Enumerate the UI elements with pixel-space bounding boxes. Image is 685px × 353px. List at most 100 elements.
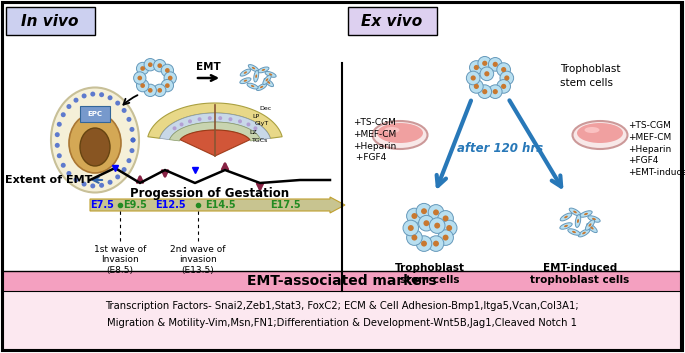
Circle shape xyxy=(61,112,66,117)
Polygon shape xyxy=(170,122,260,141)
Text: GlyT: GlyT xyxy=(255,121,269,126)
Ellipse shape xyxy=(240,78,251,84)
Ellipse shape xyxy=(248,65,259,72)
Circle shape xyxy=(66,104,71,109)
Circle shape xyxy=(179,122,184,126)
Circle shape xyxy=(122,167,127,172)
Circle shape xyxy=(57,153,62,158)
Circle shape xyxy=(99,92,104,97)
Circle shape xyxy=(219,116,222,120)
Circle shape xyxy=(443,235,449,240)
Circle shape xyxy=(164,72,176,84)
Ellipse shape xyxy=(560,223,572,229)
FancyBboxPatch shape xyxy=(348,7,437,35)
FancyArrow shape xyxy=(90,197,345,213)
Text: E7.5: E7.5 xyxy=(90,200,114,210)
Circle shape xyxy=(136,79,149,92)
Circle shape xyxy=(471,76,476,80)
Ellipse shape xyxy=(568,229,580,235)
Circle shape xyxy=(423,220,429,226)
Ellipse shape xyxy=(252,67,255,69)
Circle shape xyxy=(247,122,251,126)
Text: +TS-CGM
+MEF-CM
+Heparin
 +FGF4: +TS-CGM +MEF-CM +Heparin +FGF4 xyxy=(353,118,396,162)
Circle shape xyxy=(158,88,162,93)
Ellipse shape xyxy=(586,220,595,230)
Circle shape xyxy=(474,65,479,70)
Ellipse shape xyxy=(256,74,257,78)
Ellipse shape xyxy=(384,127,399,133)
Circle shape xyxy=(407,230,422,245)
Text: +TS-CGM
+MEF-CM
+Heparin
+FGF4
+EMT-inducer: +TS-CGM +MEF-CM +Heparin +FGF4 +EMT-indu… xyxy=(628,121,685,177)
Bar xyxy=(3,291,682,350)
Polygon shape xyxy=(160,113,271,140)
Circle shape xyxy=(144,59,156,71)
Ellipse shape xyxy=(572,231,576,233)
Text: 2nd wave of
invasion
(E13.5): 2nd wave of invasion (E13.5) xyxy=(171,245,226,275)
Circle shape xyxy=(497,79,510,93)
Circle shape xyxy=(208,116,212,120)
Circle shape xyxy=(438,230,453,245)
Circle shape xyxy=(131,138,136,143)
Circle shape xyxy=(173,126,177,130)
Circle shape xyxy=(129,127,134,132)
FancyBboxPatch shape xyxy=(80,106,110,122)
Ellipse shape xyxy=(51,88,139,192)
Ellipse shape xyxy=(588,216,600,222)
Circle shape xyxy=(408,225,414,231)
Ellipse shape xyxy=(80,128,110,166)
Text: EMT-associated markers: EMT-associated markers xyxy=(247,274,437,288)
Circle shape xyxy=(73,98,79,103)
Ellipse shape xyxy=(266,78,269,81)
Circle shape xyxy=(428,236,444,251)
Circle shape xyxy=(493,62,498,67)
Text: EPC: EPC xyxy=(88,111,103,117)
Circle shape xyxy=(500,71,514,85)
Ellipse shape xyxy=(592,218,596,220)
Circle shape xyxy=(158,63,162,68)
Circle shape xyxy=(478,85,492,98)
Circle shape xyxy=(478,56,492,70)
Circle shape xyxy=(165,68,170,73)
Ellipse shape xyxy=(262,69,265,71)
Circle shape xyxy=(61,163,66,168)
Circle shape xyxy=(253,126,258,130)
Ellipse shape xyxy=(240,69,251,76)
Ellipse shape xyxy=(256,84,266,90)
Circle shape xyxy=(73,177,79,183)
Circle shape xyxy=(153,59,166,72)
Ellipse shape xyxy=(267,81,271,84)
Circle shape xyxy=(140,83,145,88)
Circle shape xyxy=(140,66,145,71)
Circle shape xyxy=(99,183,104,188)
Ellipse shape xyxy=(373,121,427,149)
Circle shape xyxy=(66,171,71,176)
Circle shape xyxy=(441,220,457,236)
Circle shape xyxy=(115,101,120,106)
Circle shape xyxy=(90,91,95,97)
Text: Trophoblast
stem cells: Trophoblast stem cells xyxy=(560,64,621,88)
Circle shape xyxy=(82,181,86,187)
Ellipse shape xyxy=(69,113,121,173)
Bar xyxy=(3,271,682,291)
Polygon shape xyxy=(148,103,282,138)
Circle shape xyxy=(416,236,432,251)
Ellipse shape xyxy=(244,80,247,82)
Text: Extent of EMT: Extent of EMT xyxy=(5,175,92,185)
Circle shape xyxy=(90,184,95,189)
Circle shape xyxy=(466,71,480,85)
Circle shape xyxy=(153,84,166,96)
Circle shape xyxy=(108,95,112,100)
Text: Ex vivo: Ex vivo xyxy=(362,13,423,29)
Circle shape xyxy=(488,85,502,98)
Ellipse shape xyxy=(265,72,276,77)
Text: LZ: LZ xyxy=(249,131,257,136)
Circle shape xyxy=(127,158,132,163)
FancyBboxPatch shape xyxy=(6,7,95,35)
Circle shape xyxy=(148,62,153,67)
Circle shape xyxy=(484,71,490,76)
Circle shape xyxy=(412,235,417,240)
Ellipse shape xyxy=(588,223,591,227)
Circle shape xyxy=(115,174,120,179)
Circle shape xyxy=(443,215,449,221)
Ellipse shape xyxy=(587,223,597,233)
